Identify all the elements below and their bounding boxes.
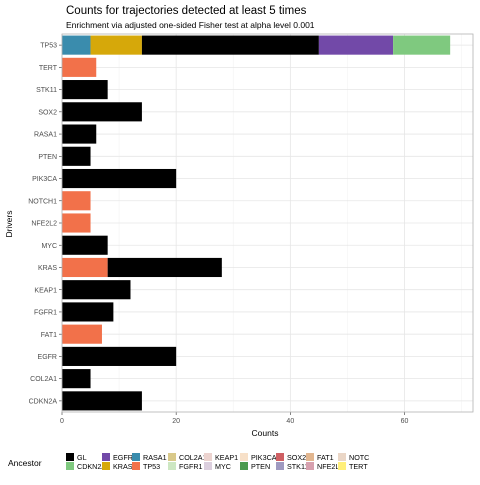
bar-segment-sox2-gl (62, 102, 142, 122)
legend-label-egfr: EGFR (113, 453, 133, 462)
y-tick-label: CDKN2A (29, 398, 58, 405)
legend-key-tp53 (132, 462, 140, 470)
y-tick-label: RASA1 (34, 132, 57, 139)
bar-segment-tp53-cdkn2a (393, 35, 451, 55)
legend-label-fat1: FAT1 (317, 453, 334, 462)
bar-segment-stk11-gl (62, 80, 108, 100)
legend-label-pik3ca: PIK3CA (251, 453, 277, 462)
legend-label-rasa1: RASA1 (143, 453, 167, 462)
y-tick-label: NOTCH1 (28, 198, 57, 205)
x-tick-label: 0 (60, 418, 64, 425)
legend-label-gl: GL (77, 453, 87, 462)
legend-key-rasa1 (132, 453, 140, 461)
bar-segment-cdkn2a-gl (62, 391, 142, 411)
y-tick-label: FAT1 (41, 332, 57, 339)
legend-key-fat1 (306, 453, 314, 461)
plot-panel: TP53 TERT STK11 SOX2 RASA1 PTEN PIK3CA NOTCH1 NF… (28, 33, 474, 425)
bar-segment-nfe2l2-tp53 (62, 213, 91, 233)
legend-key-col2a1 (168, 453, 176, 461)
legend-label-stk11: STK11 (287, 462, 308, 471)
legend-label-tert: TERT (349, 462, 368, 471)
x-tick-label: 20 (172, 418, 180, 425)
legend-key-kras (102, 462, 110, 470)
legend-key-notch1 (338, 453, 346, 461)
y-tick-label: TERT (39, 65, 58, 72)
bar-segment-pik3ca-gl (62, 168, 177, 189)
y-tick-label: COL2A1 (30, 376, 57, 383)
legend-key-myc (204, 462, 212, 470)
bar-segment-kras-tp53 (62, 257, 108, 278)
legend-label-col2a1: COL2A1 (179, 453, 207, 462)
chart-title: Counts for trajectories detected at leas… (66, 5, 307, 17)
legend-label-tp53: TP53 (143, 462, 160, 471)
legend-label-cdkn2a: CDKN2A (77, 462, 106, 471)
legend-key-egfr (102, 453, 110, 461)
y-tick-label: PTEN (38, 154, 57, 161)
y-tick-label: NFE2L2 (31, 221, 57, 228)
bar-segment-pten-gl (62, 146, 91, 166)
bar-segment-tp53-rasa1 (62, 35, 91, 55)
bar-segment-col2a1-gl (62, 369, 91, 389)
y-tick-label: PIK3CA (32, 176, 57, 183)
legend-label-pten: PTEN (251, 462, 270, 471)
legend-label-sox2: SOX2 (287, 453, 306, 462)
y-tick-label: STK11 (36, 87, 57, 94)
y-tick-label: MYC (41, 243, 57, 250)
legend-key-fgfr1 (168, 462, 176, 470)
chart-subtitle: Enrichment via adjusted one-sided Fisher… (66, 20, 315, 30)
bar-segment-tp53-gl (141, 35, 319, 55)
bar-segment-notch1-tp53 (62, 191, 91, 211)
bar-segment-keap1-gl (62, 280, 131, 300)
legend-label-kras: KRAS (113, 462, 133, 471)
legend-key-tert (338, 462, 346, 470)
y-axis-label: Drivers (4, 211, 14, 238)
legend-label-notch1: NOTC (349, 453, 369, 462)
legend-label-myc: MYC (215, 462, 231, 471)
bar-segment-tp53-egfr (318, 35, 394, 55)
x-tick-label: 40 (286, 418, 294, 425)
legend-key-cdkn2a (66, 462, 74, 470)
legend-title: Ancestor (8, 458, 42, 468)
bar-segment-fat1-tp53 (62, 324, 102, 344)
x-tick-label: 60 (401, 418, 409, 425)
bar-segment-egfr-gl (62, 346, 177, 366)
bar-segment-fgfr1-gl (62, 302, 114, 322)
bar-segment-myc-gl (62, 235, 108, 255)
bar-segment-rasa1-gl (62, 124, 97, 144)
y-tick-label: SOX2 (38, 109, 57, 116)
bar-segment-kras-gl (107, 257, 222, 278)
y-tick-label: TP53 (40, 43, 57, 50)
bar-segment-tert-tp53 (62, 57, 97, 77)
legend-key-keap1 (204, 453, 212, 461)
legend-key-gl (66, 453, 74, 461)
y-tick-label: KEAP1 (34, 287, 57, 294)
legend-key-nfe2l2 (306, 462, 314, 470)
legend-label-nfe2l2: NFE2L2 (317, 462, 343, 471)
legend-label-keap1: KEAP1 (215, 453, 238, 462)
legend-key-sox2 (276, 453, 284, 461)
bar-segment-tp53-kras (90, 35, 142, 55)
y-tick-label: KRAS (38, 265, 57, 272)
y-tick-label: FGFR1 (34, 310, 57, 317)
x-axis-label: Counts (252, 428, 279, 438)
legend-key-pik3ca (240, 453, 248, 461)
legend-key-pten (240, 462, 248, 470)
legend-key-stk11 (276, 462, 284, 470)
legend-label-fgfr1: FGFR1 (179, 462, 203, 471)
y-tick-label: EGFR (38, 354, 57, 361)
panel-border (61, 33, 474, 413)
